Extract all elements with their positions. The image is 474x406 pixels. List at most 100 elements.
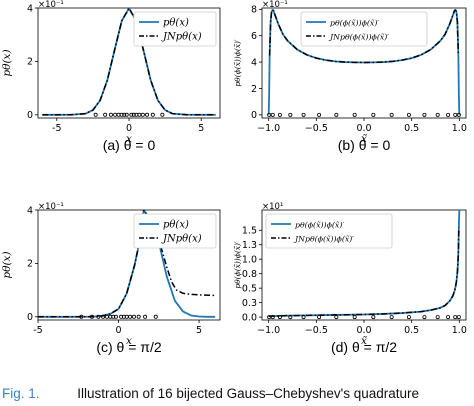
x-tick-label: 0.0: [356, 123, 371, 134]
quadrature-node-marker: [111, 314, 116, 319]
y-tick-label: 2: [27, 259, 33, 270]
quadrature-node-marker: [422, 315, 427, 320]
quadrature-node-marker: [267, 315, 272, 320]
quadrature-node-marker: [140, 112, 145, 117]
quadrature-node-marker: [145, 112, 150, 117]
quadrature-node-marker: [129, 112, 134, 117]
quadrature-node-marker: [153, 314, 158, 319]
figure-caption-label: Fig. 1.: [2, 386, 40, 401]
y-tick-label: 1.3: [242, 240, 257, 251]
quadrature-node-marker: [131, 112, 136, 117]
axis-scale-label: ×10¹: [262, 202, 283, 212]
x-tick-label: −0.5: [305, 325, 328, 336]
legend-box: [133, 213, 217, 249]
subfigure-caption: (d) θ = π/2: [331, 339, 397, 355]
y-tick-label: 1.5: [242, 226, 257, 237]
quadrature-node-marker: [128, 314, 133, 319]
chart-panel-2: −1.0 −0.5 0.0 0.5 1.0 0 2 4 6 8 ×10⁻¹ x̃ pθ(ϕ(x̃))ϕ(…: [233, 0, 467, 153]
quadrature-node-marker: [435, 315, 440, 320]
quadrature-node-marker: [277, 315, 282, 320]
quadrature-node-marker: [446, 315, 451, 320]
quadrature-node-marker: [103, 112, 108, 117]
x-tick-label: 0.5: [404, 325, 419, 336]
chart-legend: pθ(ϕ(x̃))ϕ(x̃)′ JNpθ(ϕ(x̃))ϕ(x̃)′: [300, 11, 428, 47]
quadrature-node-marker: [453, 112, 458, 117]
x-axis-label: x: [126, 335, 132, 347]
y-tick-label: 6: [251, 31, 257, 42]
axis-scale-label: ×10⁻¹: [38, 0, 64, 10]
quadrature-node-marker: [371, 315, 376, 320]
y-tick-label: 4: [251, 57, 257, 68]
quadrature-node-marker: [453, 315, 458, 320]
x-tick-label: 1.0: [452, 123, 467, 134]
subfigure-caption: (b) θ = 0: [338, 137, 391, 153]
x-tick-label: 0.0: [356, 325, 371, 336]
quadrature-node-marker: [317, 315, 322, 320]
quadrature-node-marker: [131, 314, 136, 319]
series-line-quadrature: [42, 8, 216, 116]
y-tick-label: 0.8: [242, 269, 257, 280]
legend-entry-label: pθ(ϕ(x̃))ϕ(x̃)′: [330, 19, 379, 28]
quadrature-node-marker: [352, 315, 357, 320]
axes-frame: [37, 209, 221, 321]
quadrature-node-marker: [79, 314, 84, 319]
y-tick-label: 0.5: [242, 283, 257, 294]
quadrature-node-marker: [277, 112, 282, 117]
legend-entry-label: pθ(x): [163, 18, 189, 29]
figure-caption: Fig. 1. Illustration of 16 bijected Gaus…: [0, 386, 474, 406]
x-axis-label: x̃: [361, 133, 367, 145]
x-tick-label: 5: [198, 123, 204, 134]
quadrature-node-marker: [270, 315, 275, 320]
quadrature-node-marker: [389, 315, 394, 320]
x-axis-label: x: [126, 133, 132, 145]
quadrature-node-marker: [160, 112, 165, 117]
y-tick-label: 4: [27, 3, 33, 14]
quadrature-node-marker: [288, 315, 293, 320]
x-tick-label: 0: [116, 325, 122, 336]
quadrature-node-marker: [93, 112, 98, 117]
x-tick-label: 5: [196, 325, 202, 336]
x-tick-label: −1.0: [257, 123, 280, 134]
y-tick-label: 0: [27, 312, 33, 323]
chart-legend: pθ(x) JNpθ(x): [133, 11, 217, 47]
quadrature-node-marker: [122, 112, 127, 117]
quadrature-node-marker: [334, 112, 339, 117]
x-tick-label: -5: [52, 123, 61, 134]
figure-caption-text: Illustration of 16 bijected Gauss–Chebys…: [77, 386, 420, 401]
axis-scale-label: ×10⁻¹: [38, 202, 64, 212]
plot-area: [42, 8, 216, 117]
quadrature-node-marker: [456, 315, 461, 320]
quadrature-node-marker: [108, 112, 113, 117]
x-tick-label: 0.5: [404, 123, 419, 134]
y-tick-label: 0.3: [242, 298, 257, 309]
y-tick-label: 0.0: [242, 312, 257, 323]
x-tick-label: 0: [126, 123, 132, 134]
legend-entry-label: JNpθ(x): [161, 234, 202, 245]
quadrature-node-marker: [288, 112, 293, 117]
y-tick-label: 0: [27, 110, 33, 121]
quadrature-node-marker: [389, 112, 394, 117]
quadrature-node-marker: [124, 112, 129, 117]
x-tick-label: −1.0: [257, 325, 280, 336]
legend-entry-label: JNpθ(x): [161, 32, 202, 43]
quadrature-node-marker: [371, 112, 376, 117]
quadrature-node-marker: [150, 112, 155, 117]
x-tick-label: −0.5: [305, 123, 328, 134]
x-tick-label: -5: [33, 325, 42, 336]
legend-entry-label: pθ(ϕ(x̃))ϕ(x̃)′: [295, 221, 344, 230]
quadrature-node-marker: [119, 112, 124, 117]
legend-entry-label: JNpθ(ϕ(x̃))ϕ(x̃)′: [328, 33, 389, 42]
chart-panel-4: −1.0 −0.5 0.0 0.5 1.0 0.0 0.3 0.5 0.8 1.0 1.3 1.5 ×1…: [233, 202, 467, 355]
plot-area: [267, 9, 461, 117]
series-line-quadrature: [268, 9, 460, 64]
quadrature-node-marker: [89, 314, 94, 319]
y-tick-label: 2: [27, 57, 33, 68]
y-tick-label: 0: [251, 110, 257, 121]
quadrature-node-marker: [406, 112, 411, 117]
quadrature-node-marker: [119, 314, 124, 319]
plot-area: [267, 210, 461, 320]
quadrature-node-marker: [113, 314, 118, 319]
y-axis-label: pθ(ϕ(x̃))ϕ(x̃)′: [233, 241, 242, 289]
quadrature-node-marker: [270, 112, 275, 117]
